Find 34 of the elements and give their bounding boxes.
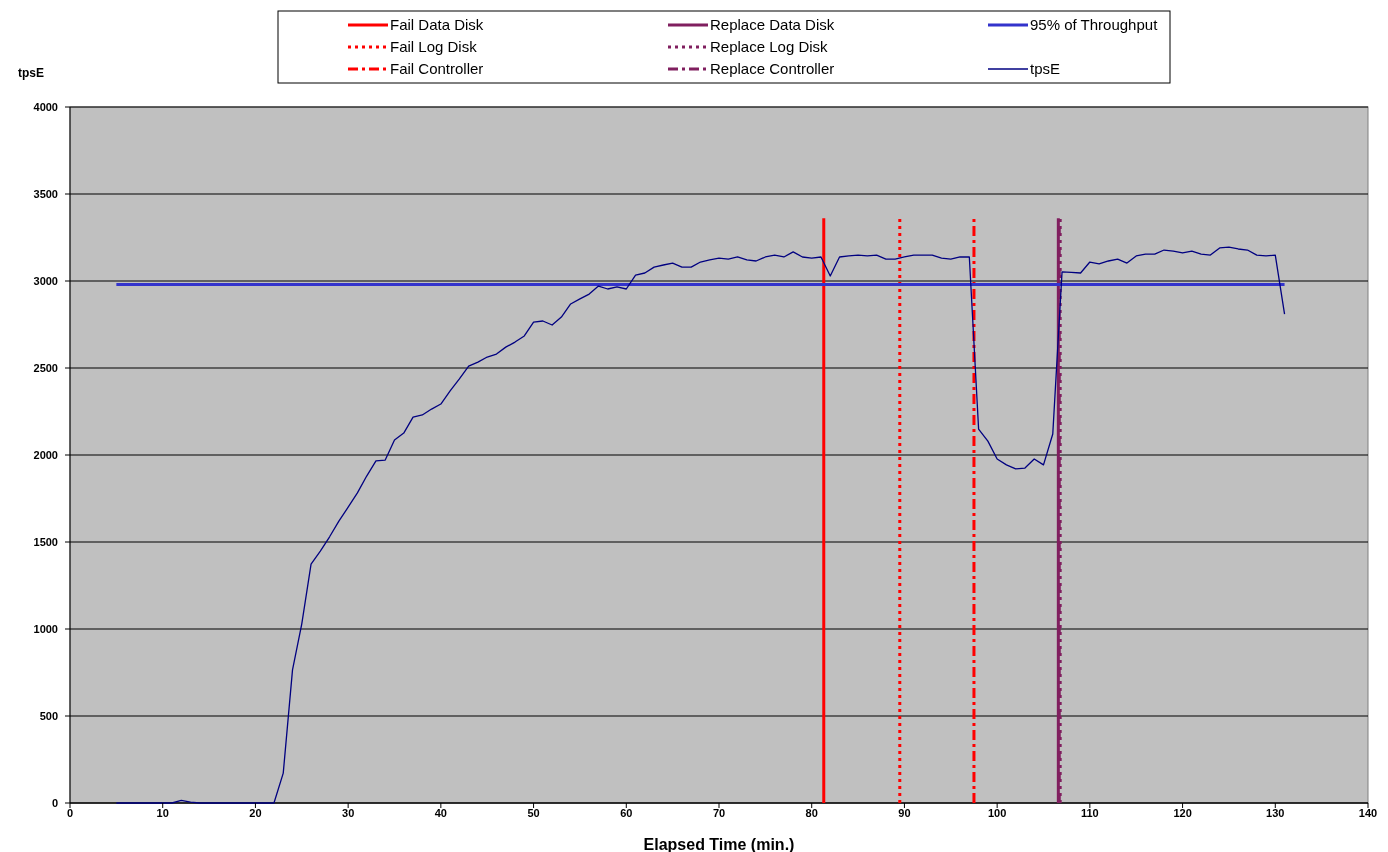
y-tick-label: 2000 xyxy=(33,449,58,461)
legend-label: 95% of Throughput xyxy=(1030,16,1159,33)
x-tick-label: 20 xyxy=(249,807,262,819)
x-tick-label: 120 xyxy=(1173,807,1192,819)
x-tick-label: 110 xyxy=(1080,807,1099,819)
x-tick-label: 60 xyxy=(620,807,633,819)
y-axis-title: tpsE xyxy=(18,66,45,80)
x-tick-label: 30 xyxy=(342,807,355,819)
legend-label: tpsE xyxy=(1030,60,1061,77)
legend-label: Replace Data Disk xyxy=(710,16,835,33)
x-tick-label: 90 xyxy=(898,807,911,819)
x-tick-label: 80 xyxy=(805,807,818,819)
y-tick-label: 500 xyxy=(39,710,58,722)
y-tick-label: 4000 xyxy=(33,101,58,113)
legend-label: Replace Controller xyxy=(710,60,835,77)
line-series xyxy=(115,246,1286,804)
x-tick-label: 0 xyxy=(66,807,74,819)
y-tick-label: 2500 xyxy=(33,362,58,374)
x-tick-label: 130 xyxy=(1266,807,1285,819)
legend-label: Replace Log Disk xyxy=(710,38,829,55)
legend-label: Fail Data Disk xyxy=(390,16,484,33)
x-tick-label: 140 xyxy=(1358,807,1378,819)
legend-label: Fail Log Disk xyxy=(390,38,478,55)
x-tick-label: 100 xyxy=(987,807,1007,819)
y-tick-label: 3500 xyxy=(33,188,58,200)
y-tick-label: 3000 xyxy=(33,275,58,287)
legend-label: Fail Controller xyxy=(390,60,484,77)
x-tick-label: 40 xyxy=(434,807,447,819)
y-tick-label: 0 xyxy=(51,797,58,809)
x-tick-label: 10 xyxy=(156,807,169,819)
y-tick-label: 1000 xyxy=(33,623,58,635)
y-tick-label: 1500 xyxy=(33,536,58,548)
x-tick-label: 50 xyxy=(527,807,540,819)
x-tick-label: 70 xyxy=(712,807,726,819)
